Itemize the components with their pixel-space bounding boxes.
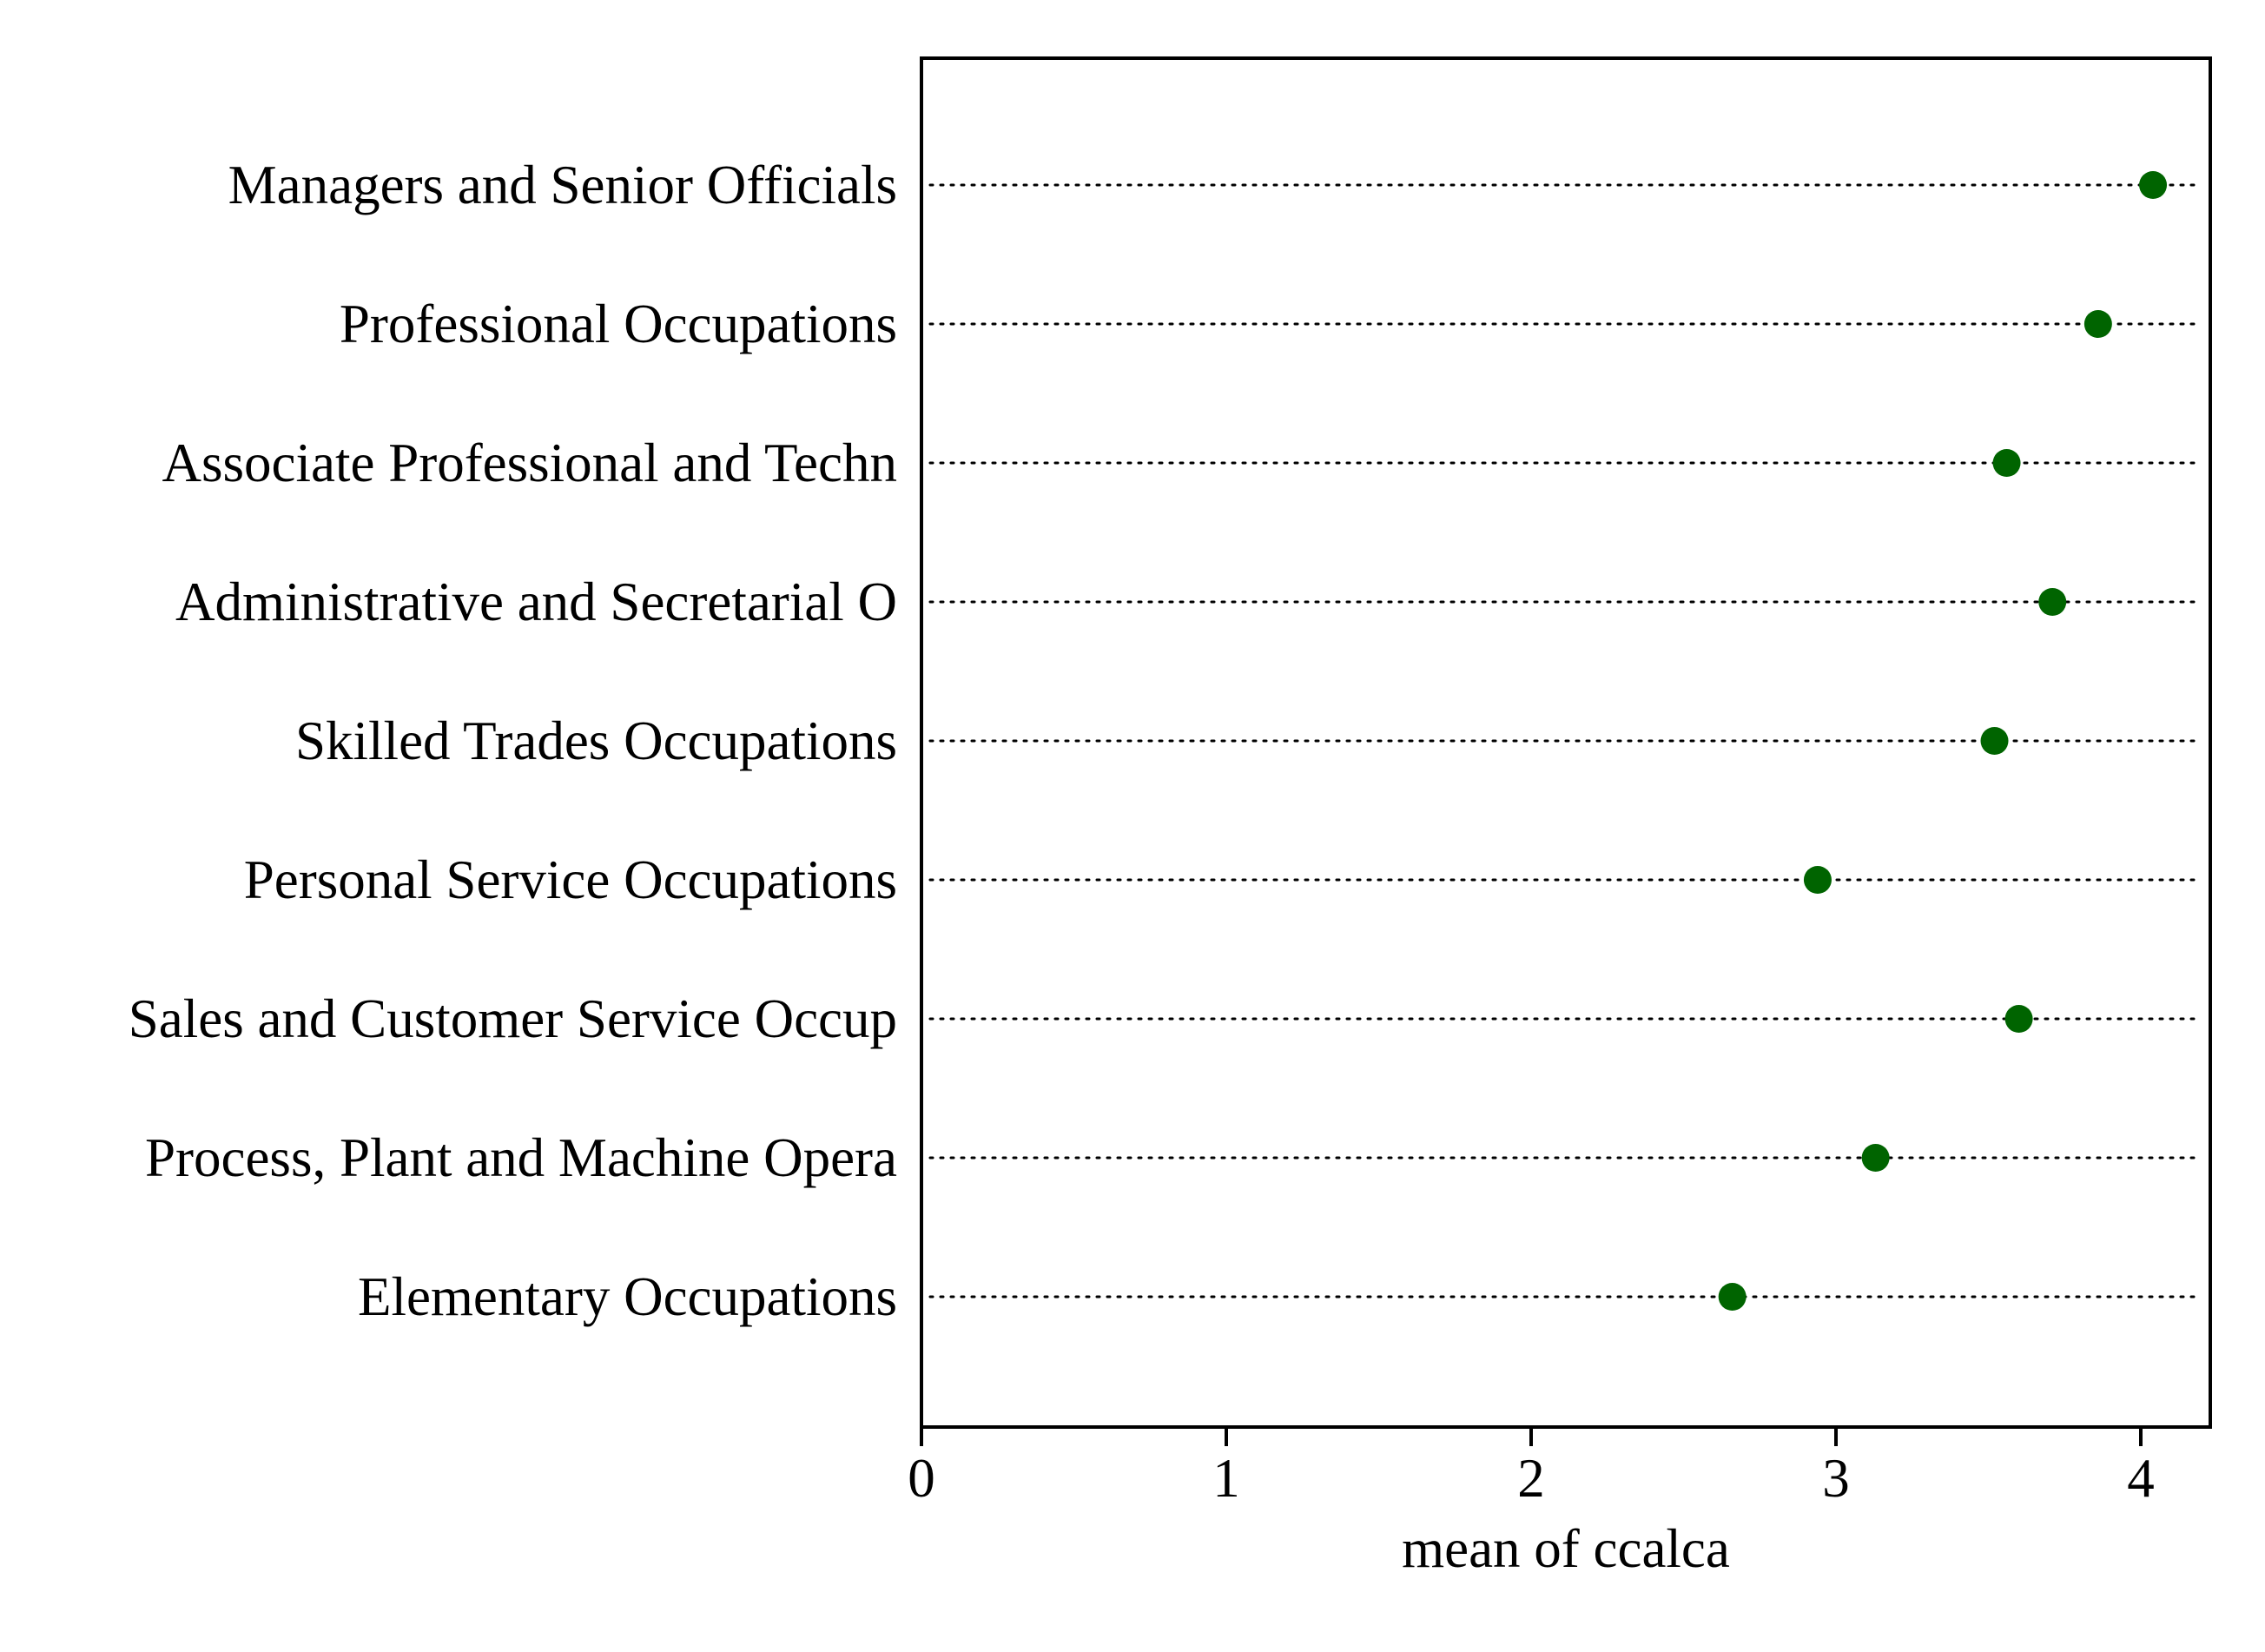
data-point	[2038, 588, 2067, 616]
x-tick-label: 4	[2127, 1448, 2155, 1509]
x-tick-label: 2	[1517, 1448, 1545, 1509]
plot-frame	[920, 56, 2212, 1429]
category-label: Administrative and Secretarial O	[175, 572, 897, 632]
category-label: Sales and Customer Service Occup	[129, 988, 897, 1049]
category-label: Associate Professional and Techn	[162, 433, 897, 493]
x-tick-label: 3	[1822, 1448, 1850, 1509]
data-point	[2139, 171, 2168, 199]
category-rows: Managers and Senior Officials Professiona…	[129, 155, 2203, 1327]
data-point	[2083, 310, 2112, 338]
data-point	[1718, 1283, 1747, 1311]
data-point	[2004, 1005, 2033, 1033]
category-label: Personal Service Occupations	[244, 849, 897, 910]
x-axis: 0 1 2 3 4	[908, 1427, 2155, 1509]
category-label: Elementary Occupations	[358, 1266, 897, 1327]
category-label: Professional Occupations	[340, 294, 897, 354]
category-label: Skilled Trades Occupations	[295, 710, 897, 771]
data-point	[1992, 449, 2021, 477]
data-point	[1803, 866, 1832, 894]
category-label: Process, Plant and Machine Opera	[145, 1127, 897, 1188]
data-point	[1861, 1144, 1890, 1172]
data-point	[1980, 727, 2009, 755]
x-tick-label: 0	[908, 1448, 935, 1509]
category-label: Managers and Senior Officials	[228, 155, 897, 215]
x-axis-title: mean of ccalca	[1402, 1518, 1730, 1579]
x-tick-label: 1	[1212, 1448, 1240, 1509]
